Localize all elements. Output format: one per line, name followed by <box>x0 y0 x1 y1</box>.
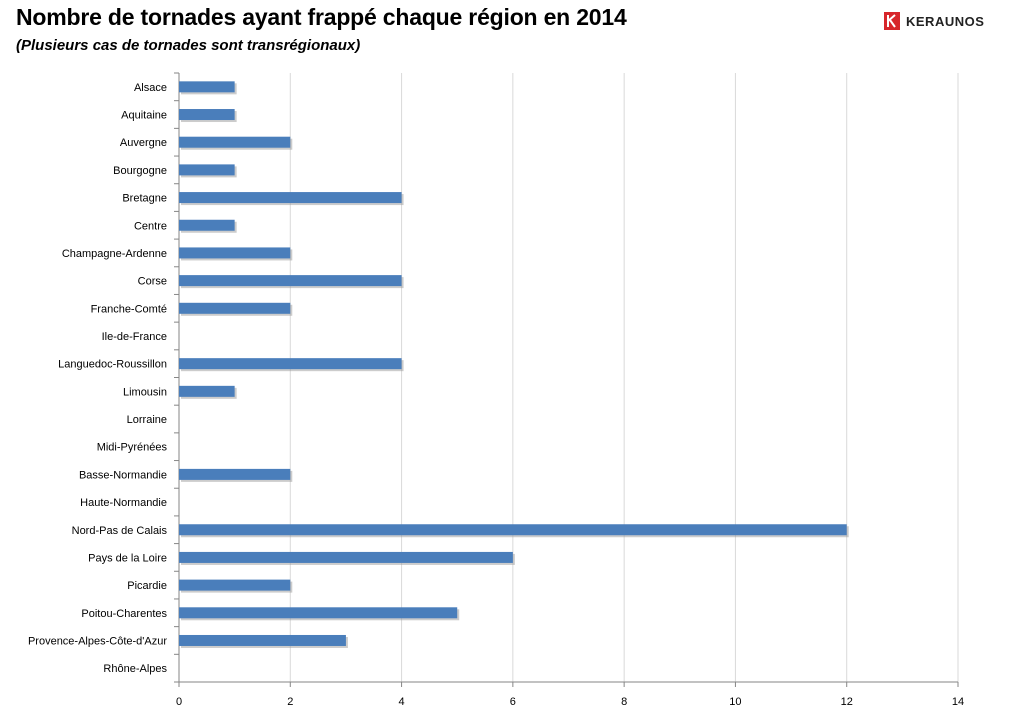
logo-text: KERAUNOS <box>906 13 985 29</box>
bar <box>179 358 402 370</box>
bar <box>179 109 235 121</box>
x-tick-label: 8 <box>621 696 627 708</box>
category-label: Franche-Comté <box>91 303 167 315</box>
category-label: Languedoc-Roussillon <box>58 359 167 371</box>
x-tick-label: 10 <box>729 696 741 708</box>
chart-subtitle: (Plusieurs cas de tornades sont transrég… <box>16 37 361 54</box>
category-label: Ile-de-France <box>102 331 167 343</box>
bar <box>179 551 513 563</box>
bar <box>179 164 235 176</box>
x-tick-label: 14 <box>952 696 964 708</box>
keraunos-logo: KERAUNOS <box>884 12 984 30</box>
x-tick-label: 6 <box>510 696 516 708</box>
category-label: Pays de la Loire <box>88 552 167 564</box>
bar <box>179 607 458 619</box>
category-label: Midi-Pyrénées <box>97 442 168 454</box>
category-label: Auvergne <box>120 137 167 149</box>
bar <box>179 385 235 397</box>
category-label: Alsace <box>134 82 167 94</box>
bar <box>179 579 291 591</box>
bar <box>179 634 346 646</box>
bar <box>179 192 402 204</box>
category-label: Rhône-Alpes <box>103 663 167 675</box>
category-label: Poitou-Charentes <box>81 608 167 620</box>
category-label: Nord-Pas de Calais <box>72 525 168 537</box>
category-label: Provence-Alpes-Côte-d'Azur <box>28 635 167 647</box>
category-label: Haute-Normandie <box>80 497 167 509</box>
category-label: Bourgogne <box>113 165 167 177</box>
category-label: Bretagne <box>122 193 167 205</box>
category-label: Limousin <box>123 386 167 398</box>
x-tick-label: 2 <box>287 696 293 708</box>
chart-title: Nombre de tornades ayant frappé chaque r… <box>16 4 627 30</box>
bar <box>179 219 235 231</box>
bar <box>179 81 235 93</box>
category-label: Corse <box>138 276 167 288</box>
category-label: Lorraine <box>127 414 167 426</box>
bar <box>179 247 291 259</box>
bar <box>179 275 402 287</box>
category-label: Basse-Normandie <box>79 469 167 481</box>
bar <box>179 524 847 536</box>
x-tick-label: 12 <box>841 696 853 708</box>
keraunos-logo-icon <box>884 12 900 30</box>
bar <box>179 468 291 480</box>
bar <box>179 136 291 148</box>
category-label: Aquitaine <box>121 110 167 122</box>
category-label: Centre <box>134 220 167 232</box>
bar <box>179 302 291 314</box>
x-tick-label: 0 <box>176 696 182 708</box>
category-label: Champagne-Ardenne <box>62 248 167 260</box>
x-tick-label: 4 <box>399 696 405 708</box>
category-label: Picardie <box>127 580 167 592</box>
